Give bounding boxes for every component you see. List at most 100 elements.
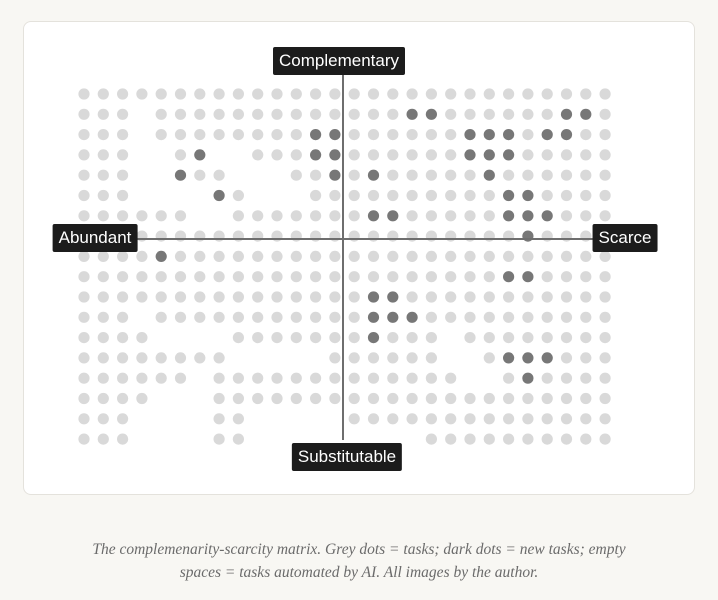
task-dot xyxy=(580,413,592,425)
task-dot xyxy=(194,108,206,120)
task-dot xyxy=(580,372,592,384)
new-task-dot xyxy=(503,149,515,161)
task-dot xyxy=(387,392,399,405)
task-dot xyxy=(483,108,495,120)
task-dot xyxy=(174,210,187,222)
task-dot xyxy=(290,271,302,283)
task-dot xyxy=(348,332,360,344)
task-dot xyxy=(155,108,167,120)
task-dot xyxy=(213,392,225,405)
task-dot xyxy=(232,372,244,384)
task-dot xyxy=(425,332,437,344)
task-dot xyxy=(213,352,225,364)
task-dot xyxy=(406,250,418,262)
task-dot xyxy=(348,169,360,181)
task-dot xyxy=(213,433,225,445)
task-dot xyxy=(271,372,283,384)
task-dot xyxy=(78,352,90,364)
task-dot xyxy=(117,189,129,202)
task-dot xyxy=(483,250,495,262)
task-dot xyxy=(78,433,90,445)
task-dot xyxy=(367,352,380,364)
task-dot xyxy=(560,271,573,283)
task-dot xyxy=(503,332,515,344)
task-dot xyxy=(329,352,341,364)
task-dot xyxy=(445,250,457,262)
task-dot xyxy=(541,189,553,202)
task-dot xyxy=(406,189,418,202)
new-task-dot xyxy=(503,352,515,364)
task-dot xyxy=(136,271,148,283)
new-task-dot xyxy=(560,129,573,141)
task-dot xyxy=(136,352,148,364)
task-dot xyxy=(580,129,592,141)
task-dot xyxy=(483,352,495,364)
task-dot xyxy=(464,169,476,181)
task-dot xyxy=(213,230,225,242)
task-dot xyxy=(503,169,515,181)
task-dot xyxy=(483,413,495,425)
task-dot xyxy=(252,129,264,141)
task-dot xyxy=(232,271,244,283)
task-dot xyxy=(541,250,553,262)
new-task-dot xyxy=(387,210,399,222)
new-task-dot xyxy=(387,291,399,303)
task-dot xyxy=(252,149,264,161)
task-dot xyxy=(78,189,90,202)
task-dot xyxy=(541,413,553,425)
task-dot xyxy=(522,413,534,425)
task-dot xyxy=(78,210,90,222)
task-dot xyxy=(503,108,515,120)
task-dot xyxy=(367,189,380,202)
task-dot xyxy=(464,189,476,202)
new-task-dot xyxy=(194,149,206,161)
task-dot xyxy=(232,88,244,100)
task-dot xyxy=(425,210,437,222)
new-task-dot xyxy=(483,169,495,181)
task-dot xyxy=(310,392,322,405)
task-dot xyxy=(522,332,534,344)
task-dot xyxy=(560,311,573,323)
new-task-dot xyxy=(406,311,418,323)
task-dot xyxy=(464,311,476,323)
task-dot xyxy=(560,210,573,222)
task-dot xyxy=(329,210,341,222)
task-dot xyxy=(310,210,322,222)
task-dot xyxy=(387,149,399,161)
task-dot xyxy=(599,332,611,344)
task-dot xyxy=(387,230,399,242)
task-dot xyxy=(483,189,495,202)
task-dot xyxy=(445,169,457,181)
task-dot xyxy=(78,311,90,323)
task-dot xyxy=(464,210,476,222)
task-dot xyxy=(97,332,109,344)
task-dot xyxy=(290,230,302,242)
task-dot xyxy=(599,129,611,141)
task-dot xyxy=(445,271,457,283)
task-dot xyxy=(367,108,380,120)
task-dot xyxy=(194,291,206,303)
task-dot xyxy=(483,210,495,222)
task-dot xyxy=(78,149,90,161)
new-task-dot xyxy=(406,108,418,120)
label-abundant: Abundant xyxy=(52,224,138,252)
task-dot xyxy=(174,129,187,141)
task-dot xyxy=(252,291,264,303)
task-dot xyxy=(78,392,90,405)
task-dot xyxy=(117,149,129,161)
task-dot xyxy=(387,332,399,344)
task-dot xyxy=(290,149,302,161)
task-dot xyxy=(580,169,592,181)
task-dot xyxy=(522,311,534,323)
task-dot xyxy=(213,311,225,323)
task-dot xyxy=(522,169,534,181)
task-dot xyxy=(599,311,611,323)
task-dot xyxy=(464,250,476,262)
task-dot xyxy=(406,332,418,344)
task-dot xyxy=(329,271,341,283)
new-task-dot xyxy=(503,271,515,283)
task-dot xyxy=(503,291,515,303)
task-dot xyxy=(560,372,573,384)
task-dot xyxy=(78,413,90,425)
task-dot xyxy=(78,332,90,344)
